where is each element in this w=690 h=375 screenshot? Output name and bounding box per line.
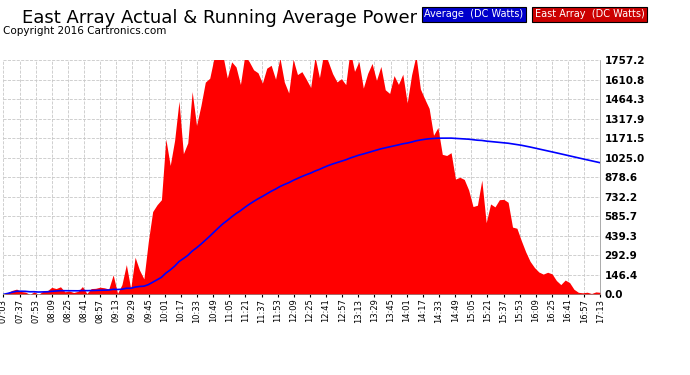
Text: Average  (DC Watts): Average (DC Watts) [424, 9, 524, 20]
Text: East Array  (DC Watts): East Array (DC Watts) [535, 9, 644, 20]
Text: East Array Actual & Running Average Power Wed Feb 17 17:28: East Array Actual & Running Average Powe… [21, 9, 586, 27]
Text: Copyright 2016 Cartronics.com: Copyright 2016 Cartronics.com [3, 26, 167, 36]
